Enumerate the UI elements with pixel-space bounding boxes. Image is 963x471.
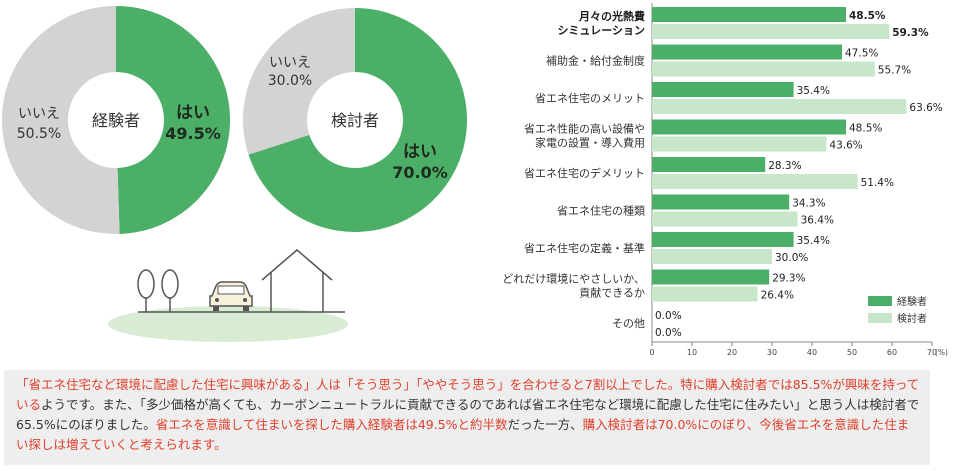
x-tick-label: 40 <box>807 348 817 357</box>
category-label: 貢献できるか <box>579 286 645 300</box>
bar-value-label: 51.4% <box>861 177 894 189</box>
bar-value-label: 35.4% <box>797 235 830 247</box>
pie-slice-no <box>1 6 120 235</box>
slice-label-no: いいえ <box>269 55 311 71</box>
bar-experienced <box>652 194 790 210</box>
donut-center-label: 経験者 <box>92 111 140 130</box>
x-tick-label: 30 <box>767 348 777 357</box>
ground-ellipse <box>108 306 348 342</box>
bar-value-label: 30.0% <box>775 252 808 264</box>
category-label: 家電の設置・導入費用 <box>535 136 645 150</box>
x-axis-unit: (%) <box>935 348 948 357</box>
legend-swatch <box>868 313 892 323</box>
caption-text: だった一方、 <box>507 417 583 432</box>
bar-experienced <box>652 232 794 247</box>
slice-value-no: 30.0% <box>268 73 312 89</box>
bar-value-label: 35.4% <box>797 85 830 97</box>
bar-considering <box>652 249 772 264</box>
bar-value-label: 28.3% <box>768 160 801 172</box>
category-label: 省エネ住宅のメリット <box>535 91 645 105</box>
category-label: 省エネ住宅の種類 <box>557 204 645 218</box>
slice-label-yes: はい <box>403 142 437 162</box>
x-tick-label: 50 <box>847 348 857 357</box>
category-label: 省エネ住宅のデメリット <box>524 166 645 180</box>
bar-value-label: 63.6% <box>909 102 942 114</box>
bar-value-label: 48.5% <box>849 10 886 22</box>
caption-text: ようです。また、「多少価格が高くても、カーボンニュートラルに貢献できるのであれば… <box>16 397 920 432</box>
caption-highlight-text: 購入検討者は70.0%にのぼり、今後省エネを意識した住まい探しは増えていくと考え… <box>16 417 910 452</box>
legend-label: 経験者 <box>897 295 927 308</box>
bar-value-label: 55.7% <box>878 65 911 77</box>
category-label: 補助金・給付金制度 <box>546 54 645 68</box>
pie-slice-yes <box>248 8 467 232</box>
bar-experienced <box>652 7 846 22</box>
caption-highlight-text: 「省エネ住宅など環境に配慮した住宅に興味がある」人は「そう思う」「ややそう思う」… <box>16 377 920 412</box>
category-label: どれだけ環境にやさしいか、 <box>502 272 645 286</box>
slice-label-no: いいえ <box>18 106 60 122</box>
x-tick-label: 10 <box>687 348 697 357</box>
slice-value-yes: 70.0% <box>392 163 448 182</box>
slice-value-no: 50.5% <box>17 126 61 142</box>
bar-value-label: 29.3% <box>772 273 805 285</box>
bar-experienced <box>652 269 770 285</box>
bar-experienced <box>652 119 846 135</box>
slice-value-yes: 49.5% <box>165 124 221 143</box>
bar-value-label: 43.6% <box>829 140 862 152</box>
bar-value-label: 34.3% <box>792 198 825 210</box>
category-label: その他 <box>612 317 645 330</box>
tree-icon <box>137 269 155 312</box>
house-icon <box>261 249 333 312</box>
bar-considering <box>652 24 890 39</box>
pie-slice-yes <box>116 6 230 234</box>
summary-caption: 「省エネ住宅など環境に配慮した住宅に興味がある」人は「そう思う」「ややそう思う」… <box>4 370 930 465</box>
house-illustration <box>108 249 348 342</box>
donut-center-label: 検討者 <box>331 111 379 130</box>
bar-considering <box>652 286 758 302</box>
bar-considering <box>652 61 875 77</box>
bar-considering <box>652 174 858 189</box>
car-icon <box>209 281 253 311</box>
bar-experienced <box>652 44 842 60</box>
bar-value-label: 0.0% <box>655 327 682 339</box>
bar-value-label: 47.5% <box>845 48 878 60</box>
legend-swatch <box>868 296 892 306</box>
bar-considering <box>652 99 907 114</box>
bar-value-label: 48.5% <box>849 123 882 135</box>
x-tick-label: 20 <box>727 348 737 357</box>
category-label: 省エネ性能の高い設備や <box>524 122 645 136</box>
category-label: 月々の光熱費 <box>578 9 645 23</box>
x-tick-label: 0 <box>649 348 654 357</box>
bar-value-label: 0.0% <box>655 310 682 322</box>
legend-label: 検討者 <box>897 312 927 325</box>
bar-considering <box>652 211 798 227</box>
slice-label-yes: はい <box>176 103 210 123</box>
bar-experienced <box>652 82 794 97</box>
bar-considering <box>652 136 827 152</box>
category-label: シミュレーション <box>557 24 645 37</box>
bar-value-label: 26.4% <box>761 290 794 302</box>
pie-slice-no <box>243 8 355 155</box>
bar-value-label: 59.3% <box>892 27 929 39</box>
category-label: 省エネ住宅の定義・基準 <box>524 241 645 255</box>
bar-experienced <box>652 157 766 172</box>
x-tick-label: 70 <box>927 348 937 357</box>
bar-value-label: 36.4% <box>801 215 834 227</box>
tree-icon <box>161 269 179 312</box>
caption-highlight-text: 省エネを意識して住まいを探した購入経験者は49.5%と約半数 <box>155 417 508 432</box>
x-tick-label: 60 <box>887 348 897 357</box>
